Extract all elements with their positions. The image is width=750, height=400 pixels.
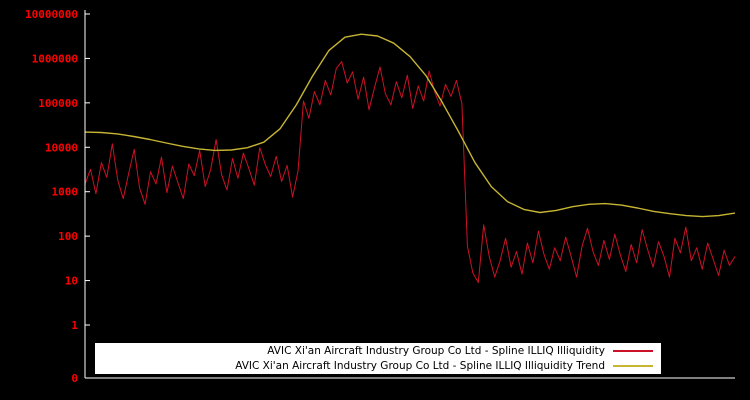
y-tick-label: 10000	[45, 141, 78, 154]
y-tick-label: 10000000	[25, 8, 78, 21]
y-tick-label: 0	[71, 372, 78, 385]
y-tick-label: 1000	[52, 186, 79, 199]
y-tick-label: 1000000	[32, 52, 78, 65]
legend-line-sample-red	[613, 350, 653, 352]
y-tick-label: 100	[58, 230, 78, 243]
y-tick-label: 100000	[38, 97, 78, 110]
legend-label-trend: AVIC Xi'an Aircraft Industry Group Co Lt…	[235, 360, 605, 372]
y-tick-label: 10	[65, 275, 78, 288]
legend-line-sample-yellow	[613, 365, 653, 367]
y-tick-label: 1	[71, 319, 78, 332]
chart-legend: AVIC Xi'an Aircraft Industry Group Co Lt…	[95, 343, 661, 374]
series-line-1	[84, 33, 736, 218]
legend-label-illiquidity: AVIC Xi'an Aircraft Industry Group Co Lt…	[267, 345, 605, 357]
legend-row-trend: AVIC Xi'an Aircraft Industry Group Co Lt…	[95, 359, 661, 373]
legend-row-illiquidity: AVIC Xi'an Aircraft Industry Group Co Lt…	[95, 344, 661, 358]
series-line-0	[84, 61, 736, 284]
